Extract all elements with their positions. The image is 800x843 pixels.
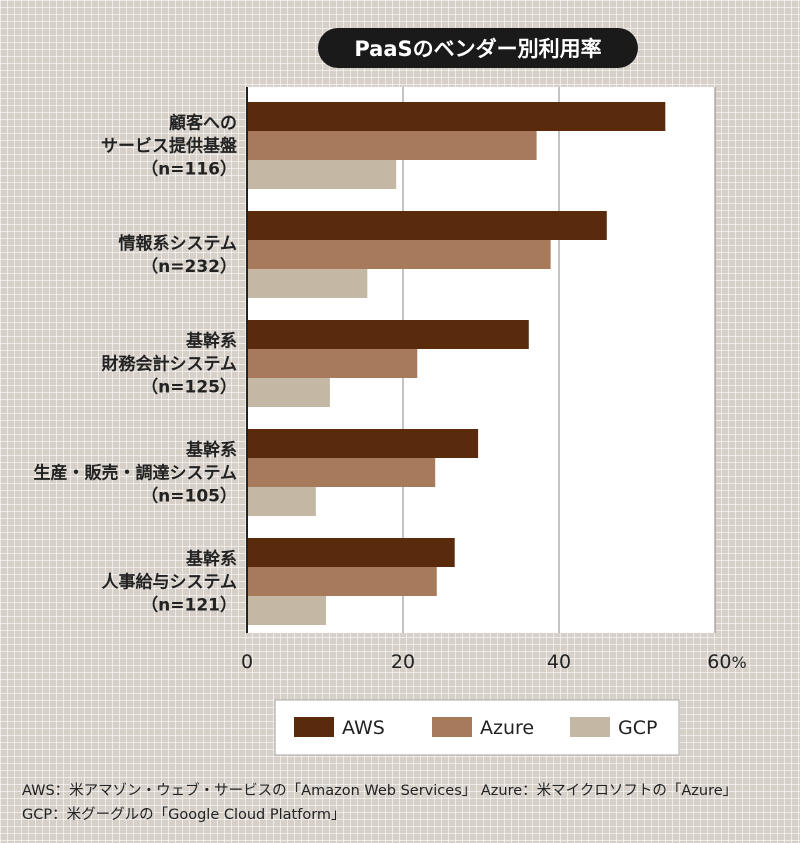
category-labels: 顧客へのサービス提供基盤（n=116）情報系システム（n=232）基幹系財務会計… (34, 113, 238, 616)
category-label-2-2: （n=125） (141, 377, 237, 398)
category-label-2-1: 財務会計システム (101, 354, 238, 375)
bar-gcp-0 (248, 160, 397, 189)
bar-azure-1 (248, 240, 551, 269)
bar-gcp-3 (248, 487, 316, 516)
bars (248, 102, 666, 625)
title-pill (318, 28, 638, 68)
bar-gcp-4 (248, 596, 326, 625)
legend-box (274, 699, 680, 756)
footnote-1: AWS：米アマゾン・ウェブ・サービスの「Amazon Web Services」… (22, 783, 738, 799)
category-label-0-0: 顧客への (169, 113, 237, 134)
category-label-4-2: （n=121） (141, 595, 237, 616)
category-label-2-0: 基幹系 (185, 331, 237, 352)
category-label-3-2: （n=105） (141, 486, 237, 507)
bar-azure-0 (248, 131, 537, 160)
legend-label-gcp: GCP (618, 717, 657, 739)
category-label-4-1: 人事給与システム (102, 572, 238, 593)
bar-gcp-1 (248, 269, 368, 298)
bar-gcp-2 (248, 378, 330, 407)
bar-azure-3 (248, 458, 436, 487)
bar-aws-0 (248, 102, 666, 131)
category-label-4-0: 基幹系 (185, 549, 237, 570)
legend-swatch-azure (432, 717, 472, 737)
category-label-1-0: 情報系システム (119, 233, 238, 254)
legend-swatch-gcp (570, 717, 610, 737)
category-label-1-1: （n=232） (141, 256, 237, 277)
bar-aws-1 (248, 211, 607, 240)
tick-label: 40 (547, 651, 571, 673)
tick-label: 0 (241, 651, 253, 673)
tick-label: 60% (707, 651, 746, 673)
bar-azure-4 (248, 567, 437, 596)
category-label-0-1: サービス提供基盤 (101, 136, 238, 157)
bar-aws-4 (248, 538, 455, 567)
legend-swatch-aws (294, 717, 334, 737)
footnote-2: GCP：米グーグルの「Google Cloud Platform」 (22, 807, 346, 823)
tick-label: 20 (391, 651, 415, 673)
chart-title: PaaSのベンダー別利用率 (354, 37, 601, 61)
bar-aws-2 (248, 320, 529, 349)
legend-label-azure: Azure (480, 717, 534, 739)
category-label-3-0: 基幹系 (185, 440, 237, 461)
category-label-3-1: 生産・販売・調達システム (34, 463, 238, 484)
x-ticks: 0 20 40 60% (241, 651, 747, 673)
legend-label-aws: AWS (342, 717, 385, 739)
tick-unit: % (731, 653, 746, 672)
bar-aws-3 (248, 429, 479, 458)
legend: AWS Azure GCP (294, 717, 657, 739)
category-label-0-2: （n=116） (141, 159, 237, 180)
bar-azure-2 (248, 349, 418, 378)
